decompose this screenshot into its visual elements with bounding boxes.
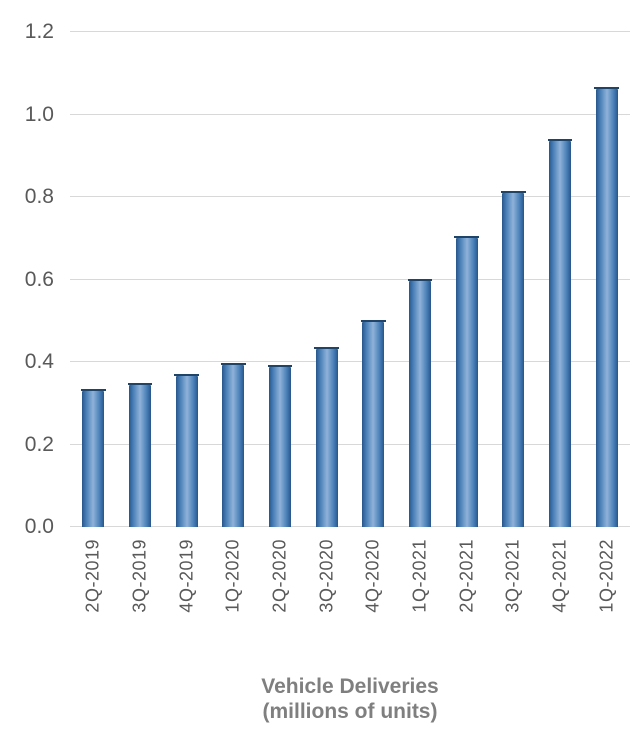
x-axis-tick-labels: 2Q-2019 3Q-2019 4Q-2019 1Q-2020 2Q-2020 3Q-20… [70,539,630,659]
error-bar-cap [81,388,106,391]
error-bar-cap [501,190,526,193]
plot-area [70,31,630,527]
error-bar-cap [221,362,246,365]
error-bar-cap [454,235,479,238]
chart-title-line2: (millions of units) [262,700,438,724]
bar-2Q-2020 [267,364,293,527]
y-tick-label: 0.8 [24,185,54,208]
bar-2Q-2021 [454,235,479,527]
error-bar-cap [267,364,293,367]
error-bar-cap [314,347,339,350]
gridline [70,31,630,32]
y-axis-tick-labels: 0.0 0.2 0.4 0.6 0.8 1.0 1.2 [0,20,58,538]
x-tick-label-1Q-2022: 1Q-2022 [596,539,617,613]
y-tick-label: 1.0 [24,102,54,126]
x-tick-label-3Q-2020: 3Q-2020 [316,539,337,613]
gridline [70,526,630,527]
chart-title: Vehicle Deliveries (millions of units) [70,674,630,724]
error-bar-cap [127,382,153,385]
bar-1Q-2020 [221,362,246,527]
bar-3Q-2020 [314,347,339,527]
bar-1Q-2022 [594,86,619,527]
bar-1Q-2021 [407,278,433,527]
gridline [70,361,630,362]
x-tick-label-3Q-2021: 3Q-2021 [502,539,523,613]
y-tick-label: 0.4 [24,350,54,373]
bar-3Q-2021 [501,190,526,527]
gridline [70,113,630,115]
y-tick-label: 0.0 [24,515,54,538]
error-bar-cap [174,373,199,376]
x-tick-label-4Q-2021: 4Q-2021 [549,539,570,613]
error-bar-cap [594,86,619,89]
x-tick-label-4Q-2019: 4Q-2019 [176,539,197,613]
error-bar-cap [547,138,573,141]
error-bar-cap [361,320,386,322]
x-tick-label-2Q-2021: 2Q-2021 [456,539,477,613]
x-tick-label-1Q-2020: 1Q-2020 [222,539,243,613]
x-tick-label-2Q-2019: 2Q-2019 [82,539,103,613]
bar-4Q-2020 [361,320,386,527]
x-tick-label-1Q-2021: 1Q-2021 [409,539,430,613]
bar-2Q-2019 [81,388,106,527]
x-tick-label-4Q-2020: 4Q-2020 [362,539,383,613]
y-tick-label: 1.2 [24,20,54,43]
y-tick-label: 0.2 [24,432,54,456]
gridline [70,278,630,280]
x-tick-label-2Q-2020: 2Q-2020 [269,539,290,613]
y-tick-label: 0.6 [24,267,54,291]
error-bar-cap [407,278,433,281]
chart-title-line1: Vehicle Deliveries [261,675,439,698]
x-tick-label-3Q-2019: 3Q-2019 [129,539,150,613]
gridline [70,196,630,197]
gridline [70,443,630,445]
bar-3Q-2019 [127,382,153,527]
bar-4Q-2021 [547,138,573,527]
bar-4Q-2019 [174,373,199,527]
